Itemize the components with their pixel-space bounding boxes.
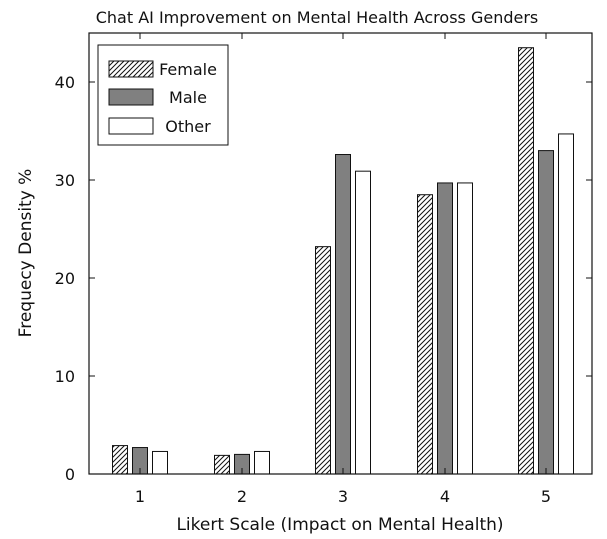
legend-label-other: Other (165, 117, 211, 136)
x-axis: 1 2 3 4 5 (135, 33, 551, 506)
bar-other-2 (254, 450, 270, 475)
x-tick-label: 2 (237, 487, 247, 506)
bar-female-5 (518, 47, 534, 475)
y-tick-label: 30 (55, 171, 75, 190)
y-axis: 0 10 20 30 40 (55, 73, 592, 484)
y-tick-label: 40 (55, 73, 75, 92)
legend-label-male: Male (169, 88, 207, 107)
y-tick-label: 0 (65, 465, 75, 484)
x-axis-label: Likert Scale (Impact on Mental Health) (176, 515, 503, 535)
legend-swatch-female (108, 60, 154, 78)
bar-other-5 (558, 133, 574, 475)
bar-other-4 (457, 182, 473, 475)
bar-female-2 (214, 454, 230, 475)
x-tick-label: 1 (135, 487, 145, 506)
x-tick-label: 5 (541, 487, 551, 506)
legend-swatch-other (108, 117, 154, 135)
legend-label-female: Female (159, 60, 217, 79)
legend: Female Male Other (97, 44, 229, 146)
bar-other-1 (152, 450, 168, 475)
bar-other-3 (355, 170, 371, 475)
bar-female-4 (417, 194, 433, 475)
chart-title: Chat AI Improvement on Mental Health Acr… (96, 8, 539, 27)
bar-male-3 (335, 154, 351, 475)
bar-male-5 (538, 150, 554, 475)
x-tick-label: 4 (440, 487, 450, 506)
y-axis-label: Frequecy Density % (16, 169, 36, 338)
y-tick-label: 10 (55, 367, 75, 386)
y-tick-label: 20 (55, 269, 75, 288)
legend-swatch-male (108, 88, 154, 106)
bar-female-3 (315, 246, 331, 475)
plot-frame (88, 32, 593, 475)
x-tick-label: 3 (338, 487, 348, 506)
legend-items: Female Male Other (108, 60, 217, 136)
bar-male-4 (437, 182, 453, 475)
bar-female-1 (112, 445, 128, 475)
